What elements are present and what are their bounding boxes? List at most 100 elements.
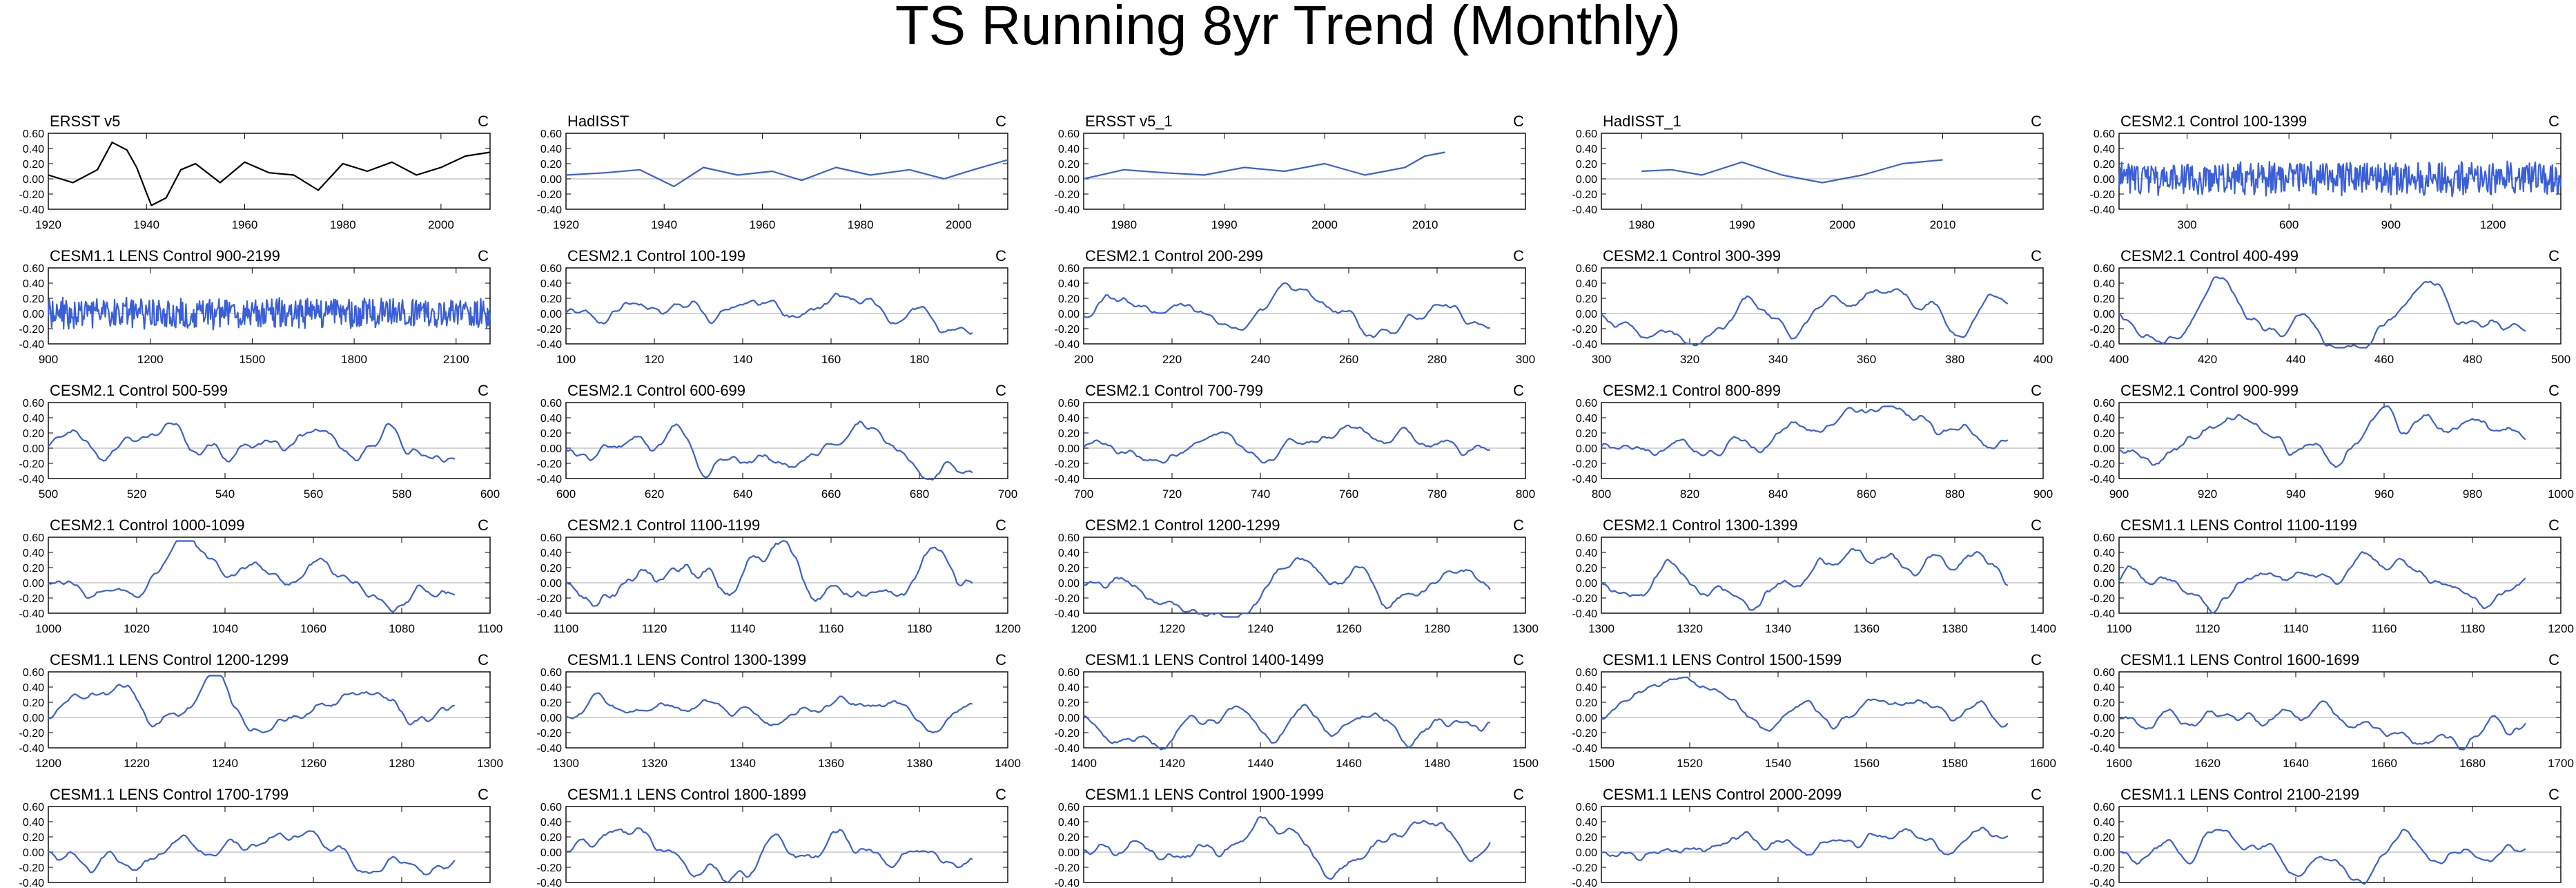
x-tick-label: 720 [1162, 488, 1182, 501]
panel-title: CESM2.1 Control 1300-1399 [1603, 517, 1798, 534]
x-tick-label: 240 [1251, 353, 1270, 366]
panel-units: C [1513, 113, 1524, 130]
y-tick-label: 0.40 [1576, 413, 1597, 425]
series-line [2118, 551, 2526, 614]
x-tick-label: 260 [1339, 353, 1358, 366]
x-tick-label: 1680 [2459, 757, 2486, 770]
panel-units: C [995, 786, 1006, 803]
x-tick-label: 1300 [1512, 622, 1539, 635]
y-tick-label: -0.20 [19, 459, 45, 470]
y-tick-label: -0.20 [1572, 324, 1598, 336]
plot-frame [565, 402, 1008, 479]
x-tick-label: 1200 [2548, 622, 2574, 635]
panel-0: ERSST v5 C -0.40 -0.20 0.00 0.20 0.40 0.60 1920 1… [19, 113, 491, 231]
x-tick-label: 900 [39, 353, 58, 366]
y-tick-label: -0.40 [537, 743, 563, 755]
y-tick-label: 0.40 [23, 817, 44, 829]
panel-title: CESM1.1 LENS Control 1800-1899 [567, 786, 806, 803]
y-tick-label: 0.40 [1576, 682, 1597, 694]
y-tick-label: 0.00 [2094, 713, 2115, 724]
y-tick-label: 0.60 [540, 667, 562, 679]
y-tick-label: -0.20 [537, 189, 563, 201]
x-tick-label: 1220 [124, 757, 150, 770]
series-line [1083, 815, 1491, 880]
y-tick-label: 0.40 [2094, 278, 2115, 290]
series-line [2118, 700, 2526, 751]
panel-27: CESM1.1 LENS Control 1900-1999 C -0.40 -0.2… [1055, 786, 1526, 888]
plot-frame [1601, 267, 2044, 345]
x-tick-label: 1160 [819, 622, 844, 635]
series-line [565, 421, 973, 481]
x-tick-label: 1000 [2548, 488, 2574, 501]
x-tick-label: 820 [1680, 488, 1699, 501]
plot-frame [1083, 537, 1526, 614]
y-tick-label: 0.00 [1576, 309, 1597, 320]
panel-units: C [478, 651, 489, 668]
y-tick-label: -0.40 [1055, 474, 1080, 485]
x-tick-label: 1520 [1677, 757, 1703, 770]
panel-units: C [478, 113, 489, 130]
x-tick-label: 1020 [124, 622, 150, 635]
x-tick-label: 1240 [1247, 622, 1274, 635]
x-tick-label: 280 [1427, 353, 1447, 366]
panel-units: C [995, 517, 1006, 534]
panel-title: HadISST_1 [1603, 113, 1681, 130]
series-line [565, 292, 973, 335]
y-tick-label: 0.60 [23, 398, 44, 409]
y-tick-label: -0.40 [537, 474, 563, 485]
plot-frame [565, 806, 1008, 883]
y-tick-label: -0.20 [19, 189, 45, 201]
figure-title: TS Running 8yr Trend (Monthly) [895, 0, 1681, 56]
x-tick-label: 120 [645, 353, 664, 366]
x-tick-label: 940 [2286, 488, 2305, 501]
y-tick-label: 0.40 [23, 682, 44, 694]
y-tick-label: -0.20 [537, 459, 563, 470]
panel-units: C [478, 382, 489, 399]
x-tick-label: 1140 [2283, 622, 2309, 635]
panel-26: CESM1.1 LENS Control 1800-1899 C -0.40 -0.2… [537, 786, 1008, 888]
y-tick-label: 0.60 [2094, 667, 2115, 679]
x-tick-label: 560 [304, 488, 323, 501]
x-tick-label: 780 [1427, 488, 1447, 501]
plot-frame [1083, 671, 1526, 749]
y-tick-label: 0.20 [23, 697, 44, 709]
x-tick-label: 620 [645, 488, 664, 501]
x-tick-label: 1220 [1159, 622, 1185, 635]
panel-9: CESM2.1 Control 400-499 C -0.40 -0.20 0.00 0.… [2090, 247, 2571, 366]
x-tick-label: 1300 [477, 757, 503, 770]
panel-4: CESM2.1 Control 100-1399 C -0.40 -0.20 0.00 0… [2090, 113, 2562, 231]
y-tick-label: 0.60 [540, 128, 562, 140]
x-tick-label: 1600 [2106, 757, 2132, 770]
y-tick-label: 0.20 [2094, 697, 2115, 709]
y-tick-label: 0.40 [2094, 682, 2115, 694]
panel-title: CESM1.1 LENS Control 900-2199 [50, 247, 280, 264]
panel-title: CESM2.1 Control 300-399 [1603, 247, 1781, 264]
y-tick-label: 0.20 [540, 428, 562, 440]
x-tick-label: 1200 [35, 757, 61, 770]
x-tick-label: 1180 [2460, 622, 2486, 635]
y-tick-label: 0.60 [1058, 667, 1080, 679]
x-tick-label: 300 [1592, 353, 1611, 366]
y-tick-label: 0.60 [1058, 532, 1080, 544]
x-tick-label: 360 [1857, 353, 1876, 366]
y-tick-label: 0.20 [1058, 697, 1080, 709]
x-tick-label: 1980 [330, 218, 356, 231]
series-line [1083, 704, 1490, 751]
panel-units: C [478, 247, 489, 264]
x-tick-label: 1260 [300, 757, 326, 770]
y-tick-label: -0.40 [537, 878, 563, 888]
x-tick-label: 200 [1074, 353, 1093, 366]
y-tick-label: 0.20 [2094, 159, 2115, 171]
y-tick-label: 0.20 [23, 563, 44, 575]
y-tick-label: -0.20 [19, 862, 45, 874]
x-tick-label: 1200 [2480, 218, 2506, 231]
y-tick-label: -0.20 [1055, 862, 1080, 874]
x-tick-label: 300 [2177, 218, 2196, 231]
y-tick-label: 0.00 [1576, 443, 1597, 455]
panel-units: C [2031, 247, 2042, 264]
y-tick-label: 0.40 [1058, 278, 1080, 290]
x-tick-label: 1660 [2371, 757, 2397, 770]
x-tick-label: 1040 [212, 622, 238, 635]
y-tick-label: 0.00 [2094, 847, 2115, 859]
